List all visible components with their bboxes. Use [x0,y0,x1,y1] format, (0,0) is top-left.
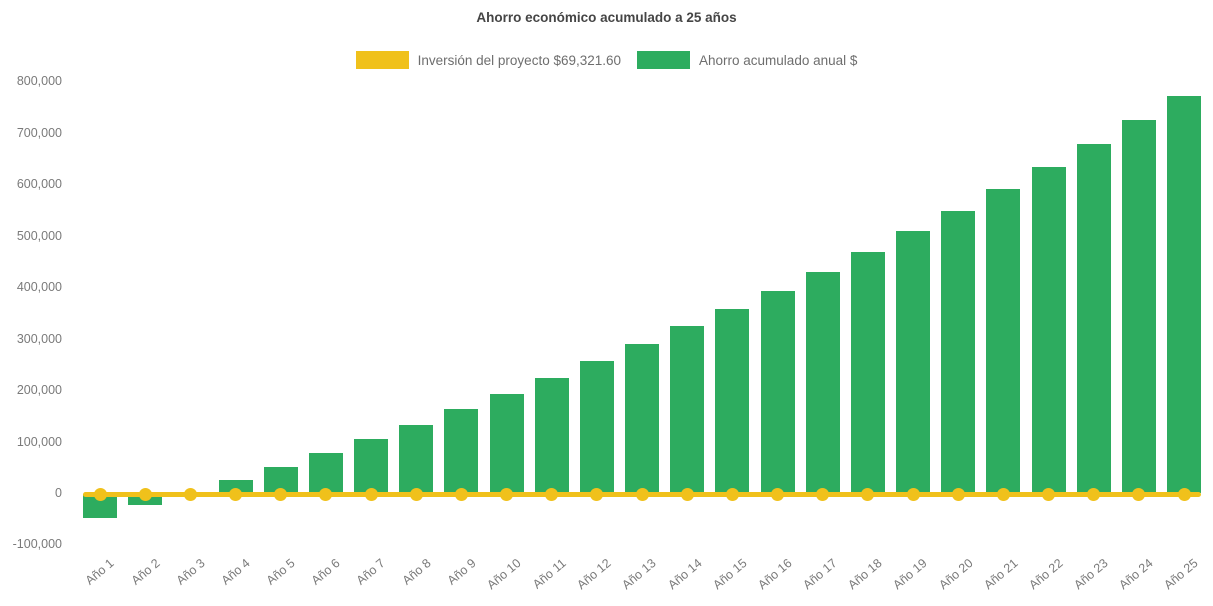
x-tick-label: Año 2 [128,556,163,588]
x-tick-label: Año 11 [530,556,569,592]
bar [444,409,479,494]
x-tick-label: Año 19 [890,556,931,593]
line-marker [229,487,242,501]
bar [1076,143,1111,494]
x-tick-label: Año 17 [800,556,840,593]
savings-color-swatch-icon [637,51,691,69]
bar [850,252,885,494]
bar [579,361,614,494]
line-marker [771,487,785,501]
x-tick-label: Año 20 [935,556,976,593]
x-tick-label: Año 1 [82,556,117,588]
y-tick-label: 200,000 [16,383,62,398]
legend-label-savings: Ahorro acumulado anual $ [699,52,858,68]
x-tick-label: Año 3 [173,556,208,588]
y-tick-label: -100,000 [12,537,62,552]
x-tick-label: Año 8 [399,556,434,588]
x-tick-label: Año 24 [1116,556,1156,593]
x-tick-label: Año 4 [218,556,253,588]
line-marker [680,487,694,501]
legend-item-savings: Ahorro acumulado anual $ [637,51,857,69]
legend: Inversión del proyecto $69,321.60 Ahorro… [0,51,1213,69]
x-tick-label: Año 9 [444,556,479,588]
bar [399,424,434,494]
bar [896,231,931,494]
legend-label-investment: Inversión del proyecto $69,321.60 [417,52,622,68]
y-tick-label: 100,000 [16,434,62,449]
bar [760,290,795,494]
bar [489,393,524,494]
investment-color-swatch-icon [355,51,409,69]
bar [534,377,569,494]
line-marker [138,487,152,501]
x-tick-label: Año 5 [263,556,298,588]
x-tick-label: Año 13 [619,556,660,593]
line-marker [454,487,468,501]
line-marker [364,487,378,501]
bar [941,211,976,494]
x-tick-label: Año 7 [354,556,389,588]
bar [625,343,660,494]
line-marker [725,487,739,501]
bar [670,326,705,494]
line-marker [409,487,423,501]
x-tick-label: Año 10 [484,556,524,593]
bar [354,439,389,494]
line-marker [93,487,107,501]
line-marker [1087,487,1101,501]
x-tick-label: Año 22 [1026,556,1066,593]
y-tick-label: 400,000 [16,280,62,295]
line-marker [590,487,604,501]
x-tick-label: Año 12 [574,556,614,593]
line-marker [545,487,559,501]
x-tick-label: Año 14 [664,556,705,593]
line-marker [1132,487,1146,501]
chart-title: Ahorro económico acumulado a 25 años [476,10,737,25]
bar [1121,120,1156,494]
bar [715,308,750,494]
bar [218,480,253,494]
legend-item-investment: Inversión del proyecto $69,321.60 [355,51,622,69]
line-marker [319,487,333,501]
line-marker [1042,487,1056,501]
x-tick-label: Año 16 [755,556,795,593]
bar [308,453,343,494]
line-marker [500,487,514,501]
x-tick-label: Año 15 [710,556,750,593]
y-tick-label: 600,000 [16,177,62,192]
line-marker [183,487,197,501]
line-marker [951,487,965,501]
line-marker [996,487,1010,501]
line-marker [816,487,830,501]
y-tick-label: 800,000 [16,74,62,89]
y-tick-label: 700,000 [16,125,62,140]
bar [986,189,1021,494]
bar [1167,96,1202,494]
bar [805,271,840,494]
x-tick-label: Año 6 [308,556,343,588]
y-tick-label: 500,000 [16,228,62,243]
x-tick-label: Año 18 [845,556,885,593]
line-marker [861,487,875,501]
bar [1031,167,1066,494]
line-marker [1177,487,1191,501]
x-tick-label: Año 21 [981,556,1021,593]
y-tick-label: 300,000 [16,331,62,346]
line-marker [274,487,288,501]
x-tick-label: Año 23 [1071,556,1111,593]
line-marker [906,487,920,501]
x-tick-label: Año 25 [1161,556,1202,593]
line-marker [635,487,649,501]
y-tick-label: 0 [55,486,62,500]
